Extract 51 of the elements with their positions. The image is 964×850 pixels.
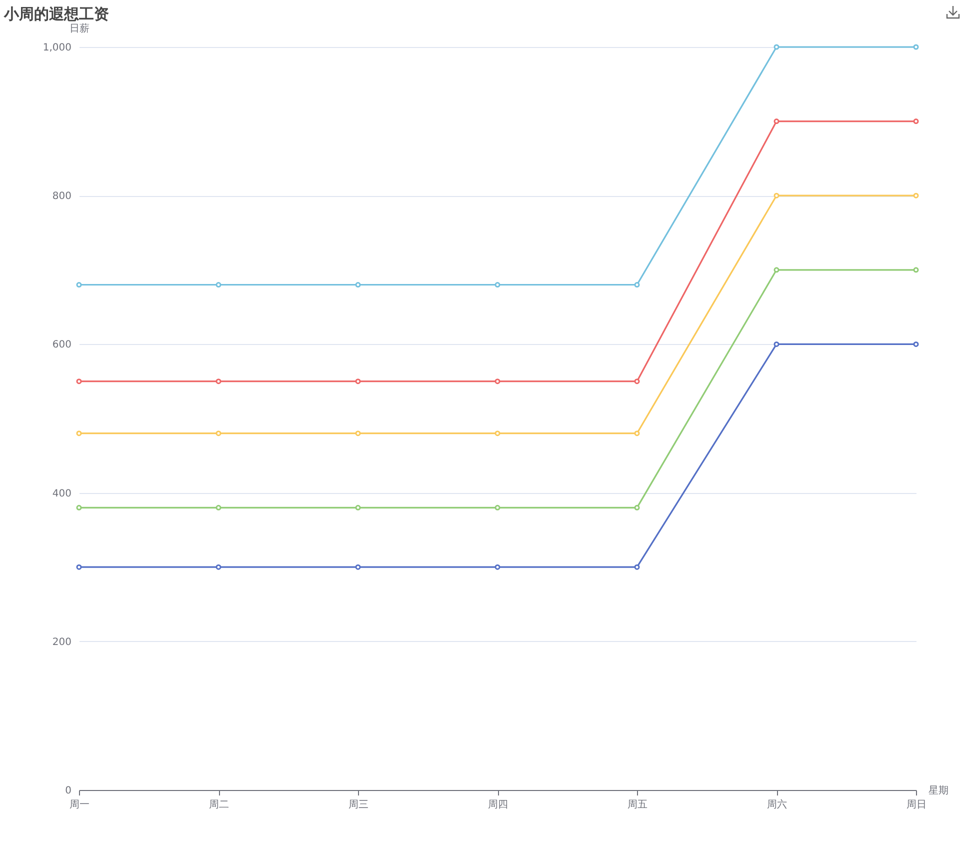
x-axis-title: 星期 — [928, 784, 948, 796]
y-tick-label: 0 — [65, 786, 72, 796]
point — [913, 267, 919, 273]
point — [355, 378, 361, 384]
y-axis-title: 日薪 — [70, 22, 90, 34]
point — [494, 564, 500, 570]
point — [76, 504, 82, 510]
point — [494, 430, 500, 436]
point — [774, 118, 780, 124]
point — [634, 282, 640, 288]
point — [355, 564, 361, 570]
y-tick-label: 800 — [52, 191, 72, 202]
y-tick-label: 600 — [52, 340, 72, 351]
point — [216, 504, 222, 510]
point — [634, 504, 640, 510]
x-tick-label: 周二 — [209, 800, 229, 810]
point — [216, 282, 222, 288]
x-tick-label: 周三 — [348, 800, 368, 810]
point — [774, 267, 780, 273]
point — [494, 378, 500, 384]
x-tick-label: 周四 — [488, 800, 508, 810]
point — [355, 430, 361, 436]
point — [774, 44, 780, 50]
y-tick-label: 1,000 — [42, 42, 72, 54]
point — [494, 504, 500, 510]
y-tick-label: 400 — [52, 488, 72, 500]
x-tick-label: 周六 — [767, 798, 787, 810]
point — [355, 504, 361, 510]
point — [494, 282, 500, 288]
chart-title: 小周的遐想工资 — [3, 5, 109, 23]
y-tick-label: 200 — [52, 636, 72, 648]
point — [774, 192, 780, 198]
point — [76, 282, 82, 288]
x-tick-label: 周一 — [70, 800, 90, 810]
point — [774, 341, 780, 347]
point — [913, 44, 919, 50]
point — [76, 430, 82, 436]
point — [634, 378, 640, 384]
point — [913, 118, 919, 124]
point — [913, 192, 919, 198]
point — [216, 378, 222, 384]
point — [76, 564, 82, 570]
point — [634, 564, 640, 570]
point — [216, 430, 222, 436]
point — [634, 430, 640, 436]
x-tick-label: 周日 — [906, 800, 926, 810]
x-tick-label: 周五 — [628, 800, 648, 810]
point — [216, 564, 222, 570]
point — [913, 341, 919, 347]
point — [355, 282, 361, 288]
point — [76, 378, 82, 384]
